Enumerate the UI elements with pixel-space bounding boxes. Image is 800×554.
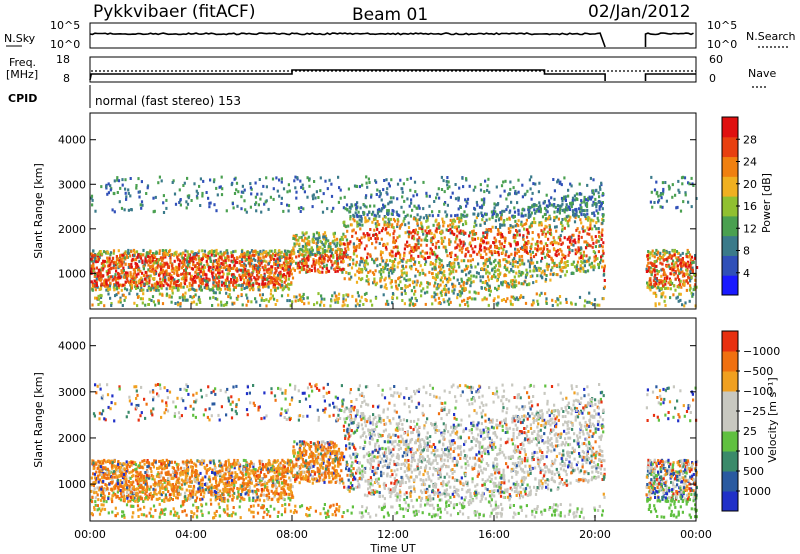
nsearch-label: N.Search [746, 30, 796, 43]
power-data [90, 175, 698, 307]
y-tick-label: 3000 [58, 386, 86, 399]
power-colorbar-label: Power [dB] [760, 173, 773, 233]
power-panel: 1000 2000 3000 4000 Slant Range [km] 4 8 12 16… [32, 113, 773, 309]
y-tick-label: 4000 [58, 340, 86, 353]
colorbar-swatch [722, 351, 738, 372]
nsearch-tick-bottom: 10^0 [707, 38, 737, 51]
nave-tick-top: 60 [709, 53, 723, 66]
nsearch-tick-top: 10^5 [707, 19, 737, 32]
colorbar-tick: 4 [743, 267, 750, 280]
date-title: 02/Jan/2012 [588, 2, 691, 22]
colorbar-tick: 500 [743, 465, 764, 478]
nave-label: Nave [748, 67, 776, 80]
nsky-tick-top: 10^5 [50, 19, 80, 32]
x-tick-label: 20:00 [579, 528, 611, 541]
station-title: Pykkvibaer (fitACF) [93, 2, 255, 22]
colorbar-tick: −500 [743, 365, 773, 378]
velocity-colorbar-label: Velocity [m s⁻¹] [766, 377, 779, 462]
nsky-tick-bottom: 10^0 [50, 38, 80, 51]
y-tick-label: 2000 [58, 223, 86, 236]
colorbar-tick: 12 [743, 222, 757, 235]
time-axis: 00:00 04:00 08:00 12:00 16:00 20:00 00:00 [74, 303, 712, 541]
rti-figure: Pykkvibaer (fitACF) Beam 01 02/Jan/2012 … [0, 0, 800, 554]
time-axis-label: Time UT [369, 542, 415, 554]
freq-strip: Freq. [MHz] 18 8 60 0 Nave [6, 53, 776, 87]
colorbar-tick: 1000 [743, 485, 771, 498]
colorbar-swatch [722, 117, 738, 137]
y-tick-label: 1000 [58, 478, 86, 491]
cpid-strip: CPID normal (fast stereo) 153 [8, 85, 241, 108]
colorbar-swatch [722, 431, 738, 452]
power-ylabel: Slant Range [km] [32, 163, 45, 259]
y-tick-label: 4000 [58, 134, 86, 147]
colorbar-tick: 16 [743, 200, 757, 213]
x-tick-label: 00:00 [680, 528, 712, 541]
colorbar-swatch [722, 411, 738, 432]
colorbar-swatch [722, 451, 738, 472]
colorbar-tick: −25 [743, 405, 766, 418]
colorbar-tick: 24 [743, 156, 757, 169]
colorbar-tick: 100 [743, 445, 764, 458]
x-tick-label: 00:00 [74, 528, 106, 541]
x-tick-label: 04:00 [175, 528, 207, 541]
x-tick-label: 12:00 [377, 528, 409, 541]
velocity-ylabel: Slant Range [km] [32, 372, 45, 468]
velocity-data [90, 383, 698, 520]
y-tick-label: 1000 [58, 267, 86, 280]
colorbar-swatch [722, 157, 738, 177]
power-colorbar: 4 8 12 16 20 24 28 [722, 117, 757, 296]
y-tick-label: 2000 [58, 432, 86, 445]
colorbar-swatch [722, 196, 738, 216]
freq-unit: [MHz] [6, 68, 38, 81]
colorbar-swatch [722, 176, 738, 196]
y-tick-label: 3000 [58, 178, 86, 191]
colorbar-tick: −1000 [743, 345, 780, 358]
colorbar-tick: 25 [743, 425, 757, 438]
x-tick-label: 16:00 [478, 528, 510, 541]
colorbar-swatch [722, 371, 738, 392]
colorbar-tick: 20 [743, 178, 757, 191]
nave-tick-bottom: 0 [709, 72, 716, 85]
colorbar-swatch [722, 236, 738, 256]
cpid-text: normal (fast stereo) 153 [95, 94, 241, 108]
x-tick-label: 08:00 [276, 528, 308, 541]
beam-title: Beam 01 [352, 5, 428, 25]
cpid-label: CPID [8, 92, 37, 105]
colorbar-swatch [722, 255, 738, 275]
freq-tick-top: 18 [56, 53, 70, 66]
colorbar-swatch [722, 391, 738, 412]
nsky-label: N.Sky [4, 32, 36, 45]
colorbar-swatch [722, 471, 738, 492]
colorbar-tick: 8 [743, 245, 750, 258]
velocity-panel: 1000 2000 3000 4000 Slant Range [km] 1000 50… [32, 318, 780, 521]
freq-tick-bottom: 8 [63, 72, 70, 85]
colorbar-swatch [722, 216, 738, 236]
colorbar-swatch [722, 275, 738, 295]
colorbar-swatch [722, 137, 738, 157]
colorbar-swatch [722, 491, 738, 512]
colorbar-tick: 28 [743, 133, 757, 146]
colorbar-swatch [722, 331, 738, 352]
